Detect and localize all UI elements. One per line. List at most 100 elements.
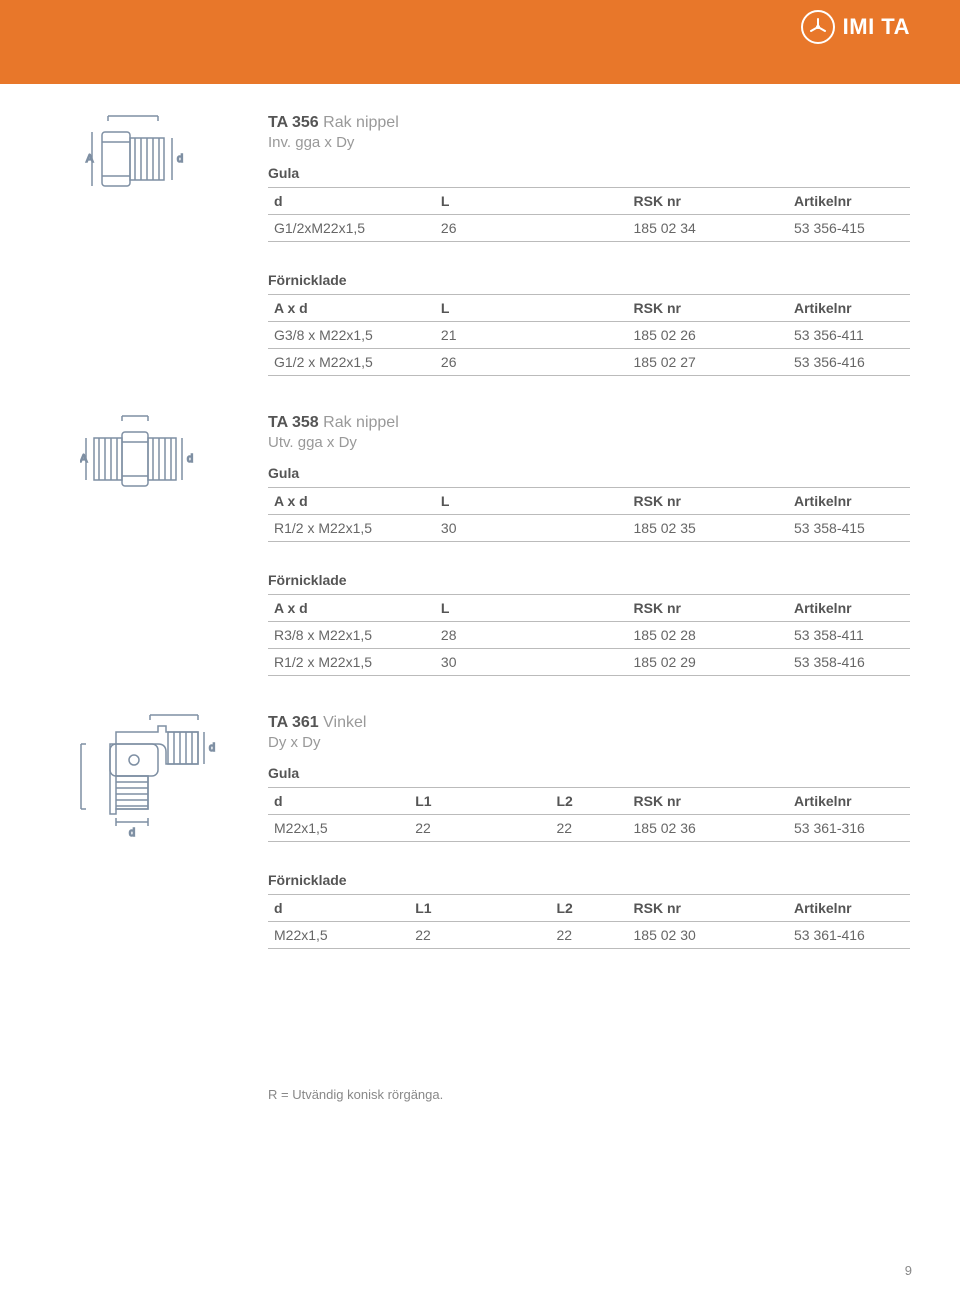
cell: R1/2 x M22x1,5 [268, 515, 435, 542]
cell: 21 [435, 322, 628, 349]
col-header: RSK nr [628, 295, 789, 322]
cell: R1/2 x M22x1,5 [268, 649, 435, 676]
section-title: TA 356 Rak nippel [268, 114, 910, 132]
svg-text:A: A [86, 153, 94, 165]
cell: G1/2xM22x1,5 [268, 215, 435, 242]
svg-text:L: L [130, 114, 136, 116]
col-header: A x d [268, 488, 435, 515]
section: L A d TA 356 Rak nippel Inv. gga x Dy Gula… [80, 114, 910, 376]
footnote: R = Utvändig konisk rörgänga. [268, 1087, 910, 1102]
brand-icon [801, 10, 835, 44]
col-header: Artikelnr [788, 295, 910, 322]
variant-heading: Förnicklade [268, 572, 910, 588]
cell: 53 358-411 [788, 622, 910, 649]
col-header: RSK nr [628, 895, 789, 922]
svg-text:L1: L1 [168, 714, 180, 716]
table-row: R3/8 x M22x1,528185 02 2853 358-411 [268, 622, 910, 649]
col-header: L [435, 488, 628, 515]
cell: G1/2 x M22x1,5 [268, 349, 435, 376]
section: L1 L2 d d TA 361 VinkelDy x DyGuladL1L2R… [80, 714, 910, 949]
cell: 22 [550, 922, 627, 949]
col-header: d [268, 895, 409, 922]
cell: 26 [435, 215, 628, 242]
col-header: L2 [550, 788, 627, 815]
cell: 30 [435, 649, 628, 676]
cell: 185 02 30 [628, 922, 789, 949]
technical-drawing: L1 L2 d d [80, 714, 240, 949]
col-header: Artikelnr [788, 488, 910, 515]
variant-heading: Gula [268, 465, 910, 481]
col-header: d [268, 788, 409, 815]
cell: R3/8 x M22x1,5 [268, 622, 435, 649]
col-header: L1 [409, 895, 550, 922]
cell: 185 02 35 [628, 515, 789, 542]
col-header: RSK nr [628, 595, 789, 622]
cell: 53 361-416 [788, 922, 910, 949]
spec-table: dL1L2RSK nrArtikelnrM22x1,52222185 02 30… [268, 894, 910, 949]
col-header: L2 [550, 895, 627, 922]
cell: 53 361-316 [788, 815, 910, 842]
spec-table: dLRSK nrArtikelnrG1/2xM22x1,526185 02 34… [268, 187, 910, 242]
spec-table: A x dLRSK nrArtikelnrG3/8 x M22x1,521185… [268, 294, 910, 376]
col-header: RSK nr [628, 188, 789, 215]
table-row: R1/2 x M22x1,530185 02 2953 358-416 [268, 649, 910, 676]
title-code: TA 356 [268, 114, 319, 131]
cell: 53 356-411 [788, 322, 910, 349]
section-body: TA 361 VinkelDy x DyGuladL1L2RSK nrArtik… [268, 714, 910, 949]
cell: 185 02 26 [628, 322, 789, 349]
col-header: L [435, 595, 628, 622]
col-header: RSK nr [628, 788, 789, 815]
cell: 53 358-416 [788, 649, 910, 676]
cell: G3/8 x M22x1,5 [268, 322, 435, 349]
svg-text:A: A [80, 453, 88, 465]
section-subtitle: Dy x Dy [268, 734, 910, 751]
svg-text:d: d [187, 453, 193, 465]
cell: 185 02 28 [628, 622, 789, 649]
spec-table: A x dLRSK nrArtikelnrR1/2 x M22x1,530185… [268, 487, 910, 542]
cell: 22 [550, 815, 627, 842]
cell: 22 [409, 815, 550, 842]
cell: M22x1,5 [268, 922, 409, 949]
cell: 185 02 27 [628, 349, 789, 376]
top-banner: IMI TA [0, 0, 960, 84]
cell: 185 02 29 [628, 649, 789, 676]
variant-heading: Förnicklade [268, 872, 910, 888]
spec-table: dL1L2RSK nrArtikelnrM22x1,52222185 02 36… [268, 787, 910, 842]
section-body: TA 356 Rak nippelInv. gga x DyGuladLRSK … [268, 114, 910, 376]
brand-text: IMI TA [843, 14, 910, 40]
section-subtitle: Inv. gga x Dy [268, 134, 910, 151]
col-header: Artikelnr [788, 595, 910, 622]
col-header: A x d [268, 295, 435, 322]
svg-text:d: d [209, 742, 215, 754]
col-header: Artikelnr [788, 895, 910, 922]
title-desc: Rak nippel [323, 414, 399, 431]
variant-heading: Gula [268, 165, 910, 181]
title-desc: Vinkel [323, 714, 366, 731]
col-header: A x d [268, 595, 435, 622]
table-row: R1/2 x M22x1,530185 02 3553 358-415 [268, 515, 910, 542]
table-row: G1/2 x M22x1,526185 02 2753 356-416 [268, 349, 910, 376]
col-header: L [435, 295, 628, 322]
col-header: Artikelnr [788, 188, 910, 215]
cell: 185 02 36 [628, 815, 789, 842]
table-row: G1/2xM22x1,526185 02 3453 356-415 [268, 215, 910, 242]
section: L A d TA 358 Rak nippelUtv. gga x DyGula… [80, 414, 910, 676]
technical-drawing: L A d [80, 114, 240, 376]
col-header: L1 [409, 788, 550, 815]
cell: 53 356-415 [788, 215, 910, 242]
table-row: G3/8 x M22x1,521185 02 2653 356-411 [268, 322, 910, 349]
cell: 28 [435, 622, 628, 649]
section-title: TA 358 Rak nippel [268, 414, 910, 432]
cell: 53 358-415 [788, 515, 910, 542]
table-row: M22x1,52222185 02 3653 361-316 [268, 815, 910, 842]
spec-table: A x dLRSK nrArtikelnrR3/8 x M22x1,528185… [268, 594, 910, 676]
page-number: 9 [905, 1263, 912, 1278]
col-header: L [435, 188, 628, 215]
table-row: M22x1,52222185 02 3053 361-416 [268, 922, 910, 949]
variant-heading: Förnicklade [268, 272, 910, 288]
svg-text:d: d [177, 153, 183, 165]
cell: 26 [435, 349, 628, 376]
title-code: TA 358 [268, 414, 319, 431]
svg-text:L: L [132, 414, 138, 416]
col-header: RSK nr [628, 488, 789, 515]
